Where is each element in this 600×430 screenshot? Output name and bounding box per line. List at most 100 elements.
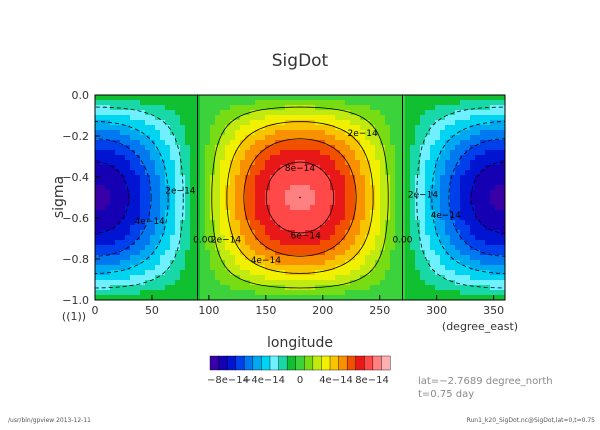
heatmap-cell [315,115,321,121]
heatmap-cell [155,200,161,206]
heatmap-cell [285,95,291,101]
heatmap-cell [200,235,206,241]
heatmap-cell [435,190,441,196]
heatmap-cell [135,280,141,286]
heatmap-cell [145,240,151,246]
heatmap-cell [325,205,331,211]
heatmap-cell [345,195,351,201]
heatmap-cell [325,200,331,206]
heatmap-cell [475,100,481,106]
heatmap-cell [285,135,291,141]
heatmap-cell [335,185,341,191]
heatmap-cell [300,195,306,201]
heatmap-cell [420,230,426,236]
heatmap-cell [345,190,351,196]
heatmap-cell [100,195,106,201]
heatmap-cell [225,110,231,116]
heatmap-cell [165,295,171,300]
heatmap-cell [250,140,256,146]
heatmap-cell [180,295,186,300]
heatmap-cell [470,245,476,251]
heatmap-cell [320,100,326,106]
heatmap-cell [365,190,371,196]
heatmap-cell [340,240,346,246]
heatmap-cell [470,110,476,116]
heatmap-cell [295,165,301,171]
heatmap-cell [135,170,141,176]
heatmap-cell [385,235,391,241]
heatmap-cell [500,135,505,141]
negative-contour [448,138,505,257]
heatmap-cell [275,225,281,231]
heatmap-cell [325,145,331,151]
heatmap-cell [265,225,271,231]
heatmap-cell [430,195,436,201]
heatmap-cell [190,220,196,226]
heatmap-cell [495,105,501,111]
heatmap-cell [245,280,251,286]
heatmap-cell [285,200,291,206]
heatmap-cell [420,135,426,141]
heatmap-cell [370,140,376,146]
heatmap-cell [255,160,261,166]
heatmap-cell [220,145,226,151]
heatmap-cell [415,280,421,286]
heatmap-cell [265,100,271,106]
heatmap-cell [460,270,466,276]
colorbar-swatch [338,355,348,371]
heatmap-cell [255,210,261,216]
heatmap-cell [455,170,461,176]
heatmap-cell [445,155,451,161]
heatmap-cell [365,275,371,281]
heatmap-cell [425,250,431,256]
heatmap-cell [340,95,346,101]
contour-label: 2e−14 [408,191,439,201]
heatmap-cell [465,110,471,116]
heatmap-cell [135,190,141,196]
heatmap-cell [185,275,191,281]
heatmap-cell [380,170,386,176]
heatmap-cell [385,105,391,111]
heatmap-cell [460,110,466,116]
colorbar-swatch [346,355,357,371]
heatmap-cell [265,235,271,241]
heatmap-cell [145,160,151,166]
heatmap-cell [430,110,436,116]
heatmap-cell [225,250,231,256]
heatmap-cell [200,125,206,131]
heatmap-cell [180,240,186,246]
heatmap-cell [280,250,286,256]
heatmap-cell [315,145,321,151]
heatmap-cell [135,150,141,156]
heatmap-cell [240,270,246,276]
heatmap-cell [425,240,431,246]
heatmap-cell [350,205,356,211]
heatmap-cell [260,295,266,300]
heatmap-cell [410,135,416,141]
heatmap-cell [255,250,261,256]
heatmap-cell [140,190,146,196]
heatmap-cell [430,285,436,291]
heatmap-cell [180,170,186,176]
heatmap-cell [380,95,386,101]
heatmap-cell [480,100,486,106]
heatmap-cell [340,125,346,131]
heatmap-cell [425,285,431,291]
heatmap-cell [420,120,426,126]
heatmap-cell [295,245,301,251]
heatmap-cell [335,110,341,116]
heatmap-cell [375,95,381,101]
heatmap-cell [315,235,321,241]
heatmap-cell [155,255,161,261]
heatmap-cell [260,275,266,281]
heatmap-cell [125,180,131,186]
heatmap-cell [210,230,216,236]
heatmap-cell [375,175,381,181]
heatmap-cell [95,150,101,156]
heatmap-cell [200,165,206,171]
heatmap-cell [420,235,426,241]
heatmap-cell [135,260,141,266]
heatmap-cell [215,205,221,211]
heatmap-cell [415,285,421,291]
heatmap-cell [160,275,166,281]
